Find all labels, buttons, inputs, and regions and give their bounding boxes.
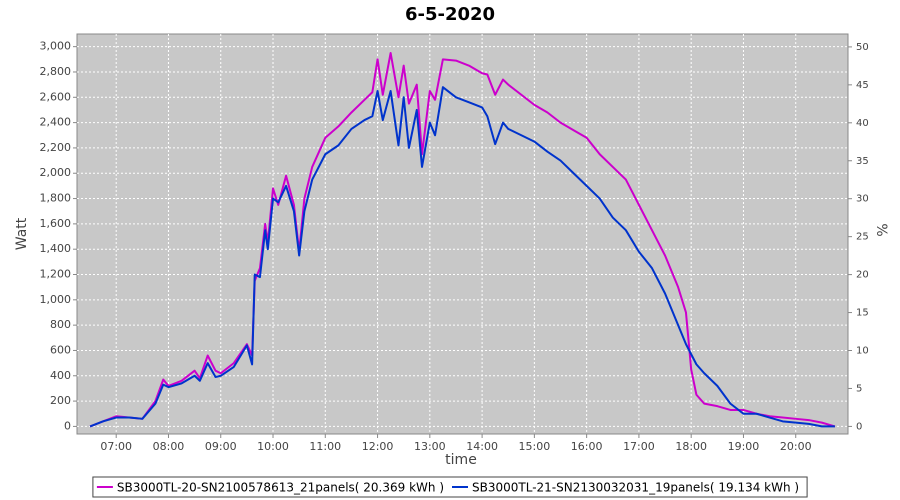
y2-tick-label: 40 [856, 118, 869, 129]
y2-tick-label: 20 [856, 270, 869, 281]
x-tick-label: 11:00 [309, 440, 341, 453]
series-line [89, 51, 836, 428]
y2-tick-label: 0 [856, 421, 862, 432]
y-tick-label: 400 [50, 369, 71, 382]
y-tick-label: 1,000 [40, 293, 72, 306]
x-tick-label: 16:00 [571, 440, 603, 453]
y2-tick-label: 50 [856, 42, 869, 53]
x-tick-label: 07:00 [100, 440, 132, 453]
y-tick-label: 800 [50, 318, 71, 331]
y2-tick-label: 35 [856, 156, 869, 167]
plot-area [76, 33, 849, 435]
y-tick-label: 0 [64, 419, 71, 432]
legend-box [92, 476, 808, 498]
y2-tick-label: 25 [856, 232, 869, 243]
y-tick-label: 1,800 [40, 192, 72, 205]
x-tick-label: 20:00 [780, 440, 812, 453]
y2-tick-label: 10 [856, 346, 869, 357]
y-tick-label: 2,400 [40, 116, 72, 129]
y2-axis-title: % [873, 223, 889, 236]
legend-label: SB3000TL-20-SN2100578613_21panels( 20.36… [117, 481, 444, 495]
x-tick-label: 15:00 [519, 440, 551, 453]
y-tick-label: 2,200 [40, 141, 72, 154]
x-tick-label: 17:00 [623, 440, 655, 453]
y2-tick-label: 30 [856, 194, 869, 205]
y-tick-label: 1,400 [40, 242, 72, 255]
x-tick-label: 09:00 [205, 440, 237, 453]
y-tick-label: 2,800 [40, 65, 72, 78]
y-tick-label: 1,200 [40, 268, 72, 281]
y-tick-label: 2,000 [40, 166, 72, 179]
y-tick-label: 1,600 [40, 217, 72, 230]
x-tick-label: 12:00 [362, 440, 394, 453]
chart-title: 6-5-2020 [405, 4, 495, 25]
y-tick-label: 200 [50, 394, 71, 407]
y-axis-title: Watt [14, 217, 30, 250]
x-tick-label: 10:00 [257, 440, 289, 453]
y-tick-label: 3,000 [40, 40, 72, 53]
x-tick-label: 08:00 [153, 440, 185, 453]
x-tick-label: 14:00 [466, 440, 498, 453]
legend: SB3000TL-20-SN2100578613_21panels( 20.36… [92, 476, 808, 498]
y-tick-label: 600 [50, 343, 71, 356]
y2-tick-label: 5 [856, 383, 862, 394]
x-tick-label: 13:00 [414, 440, 446, 453]
y2-tick-label: 45 [856, 80, 869, 91]
legend-label: SB3000TL-21-SN2130032031_19panels( 19.13… [472, 481, 799, 495]
y-tick-label: 2,600 [40, 90, 72, 103]
x-tick-label: 18:00 [675, 440, 707, 453]
x-axis-title: time [445, 452, 477, 468]
x-tick-label: 19:00 [728, 440, 760, 453]
y2-tick-label: 15 [856, 308, 869, 319]
series-line [89, 86, 835, 428]
